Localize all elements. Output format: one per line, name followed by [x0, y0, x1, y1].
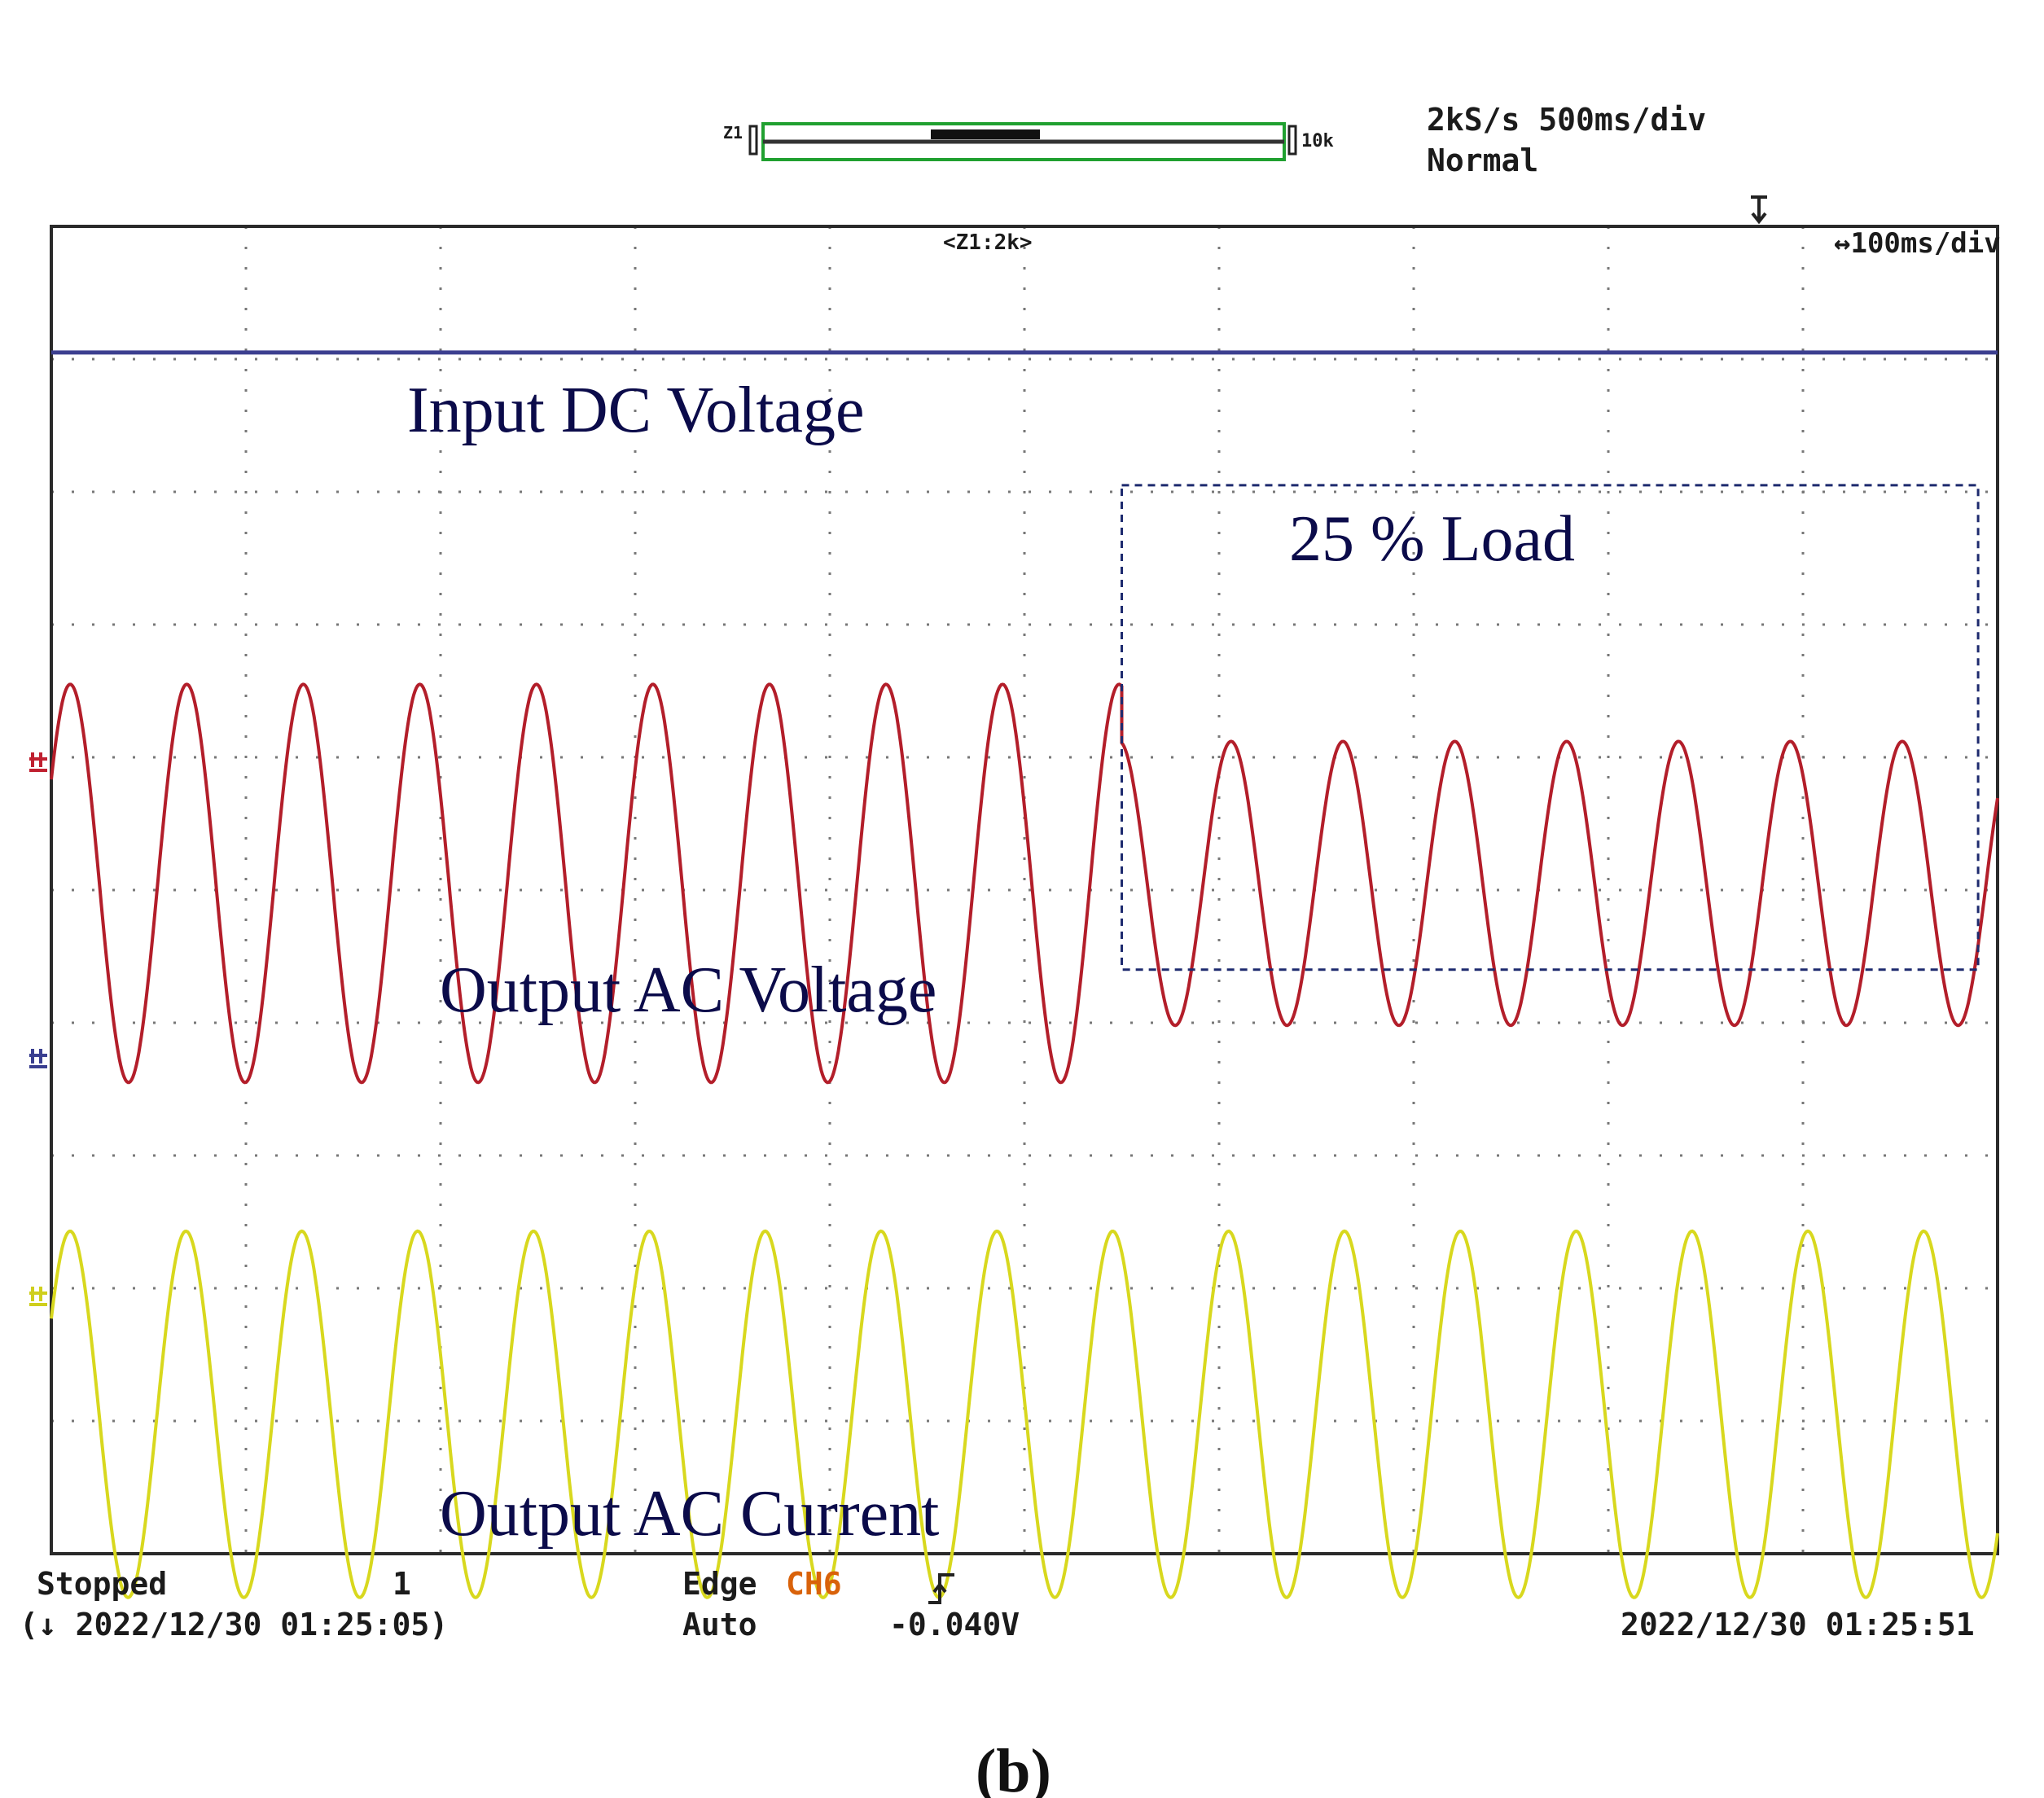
- trigger-source: CH6: [786, 1566, 842, 1602]
- record-number: 1: [393, 1566, 411, 1602]
- zoom-handle-right[interactable]: [1287, 125, 1297, 156]
- label-output-ac-voltage: Output AC Voltage: [440, 954, 936, 1026]
- sample-rate-readout: 2kS/s 500ms/div: [1427, 102, 1706, 138]
- trigger-type: Edge: [682, 1566, 757, 1602]
- status-text: Stopped: [37, 1566, 167, 1602]
- zoom-bar: Z1 10k: [723, 122, 1334, 161]
- zoom-timebase-label: ↔100ms/div: [1834, 227, 2001, 260]
- trigger-mode-readout: Normal: [1427, 143, 1538, 178]
- zoom-window-label: <Z1:2k>: [943, 230, 1033, 255]
- trigger-level: -0.040V: [889, 1607, 1020, 1642]
- trace-output-ac-current: [50, 1229, 1999, 1599]
- zoom-left-label: Z1: [723, 123, 743, 143]
- label-input-dc-voltage: Input DC Voltage: [407, 375, 864, 446]
- grid: [51, 226, 1998, 1554]
- label-output-ac-current: Output AC Current: [440, 1478, 939, 1550]
- zoom-handle-left[interactable]: [748, 125, 758, 156]
- label-25-percent-load: 25 % Load: [1289, 503, 1575, 575]
- plot-frame: [50, 225, 1999, 1555]
- zoom-window-indicator[interactable]: [931, 129, 1040, 139]
- trigger-mode-footer: Auto: [682, 1607, 757, 1642]
- trace-output-ac-voltage: [50, 682, 1999, 1085]
- channel-marker-voltage-icon: [29, 752, 47, 772]
- trigger-position-icon: [1751, 195, 1767, 225]
- channel-marker-dc-icon: [29, 1049, 47, 1068]
- start-time: (↓ 2022/12/30 01:25:05): [20, 1607, 448, 1642]
- load-region-box: [1121, 484, 1980, 971]
- rising-edge-icon: [928, 1573, 954, 1604]
- end-time: 2022/12/30 01:25:51: [1621, 1607, 1975, 1642]
- zoom-right-label: 10k: [1301, 131, 1334, 151]
- channel-marker-current-icon: [29, 1287, 47, 1306]
- figure-caption: (b): [976, 1737, 1051, 1798]
